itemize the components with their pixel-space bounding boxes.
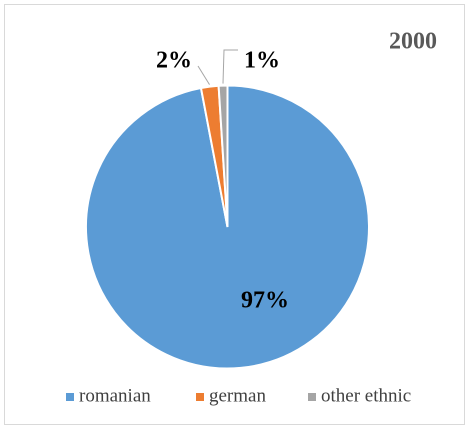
data-label: 2% xyxy=(156,48,192,74)
pie-slice xyxy=(217,84,229,228)
leader-line xyxy=(197,65,210,85)
legend-marker xyxy=(66,393,74,401)
legend-label: romanian xyxy=(79,385,151,406)
chart-title: 2000 xyxy=(389,29,437,55)
leader-line xyxy=(222,49,238,84)
legend-label: other ethnic xyxy=(321,385,411,406)
legend-label: german xyxy=(209,385,266,406)
data-label: 1% xyxy=(244,48,280,74)
legend-marker xyxy=(308,393,316,401)
legend-marker xyxy=(196,393,204,401)
data-label: 97% xyxy=(241,288,289,314)
